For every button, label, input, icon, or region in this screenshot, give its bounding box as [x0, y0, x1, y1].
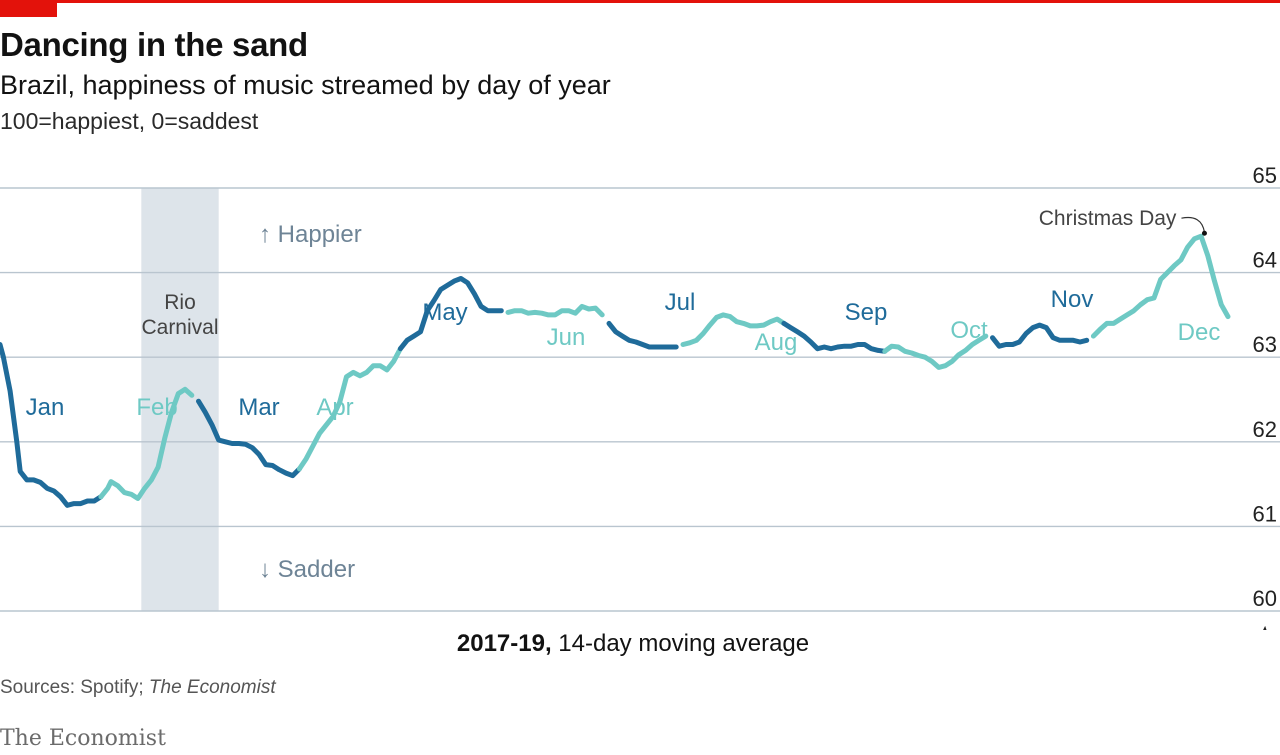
source-prefix: Sources: Spotify; — [0, 677, 149, 698]
month-label-aug: Aug — [755, 329, 798, 356]
line-segment-oct — [882, 333, 989, 370]
red-tab-logo-mark — [0, 0, 57, 17]
line-segment-mar — [196, 398, 302, 479]
source-note: Sources: Spotify; The Economist — [0, 677, 276, 699]
line-segment-jun — [505, 303, 605, 318]
source-italic: The Economist — [148, 677, 276, 698]
chart-caption: 2017-19, 14-day moving average — [0, 630, 1266, 658]
christmas-label: Christmas Day — [1039, 207, 1177, 230]
carnival-shaded-band — [141, 188, 219, 611]
happier-label: ↑ Happier — [259, 221, 362, 248]
month-label-jan: Jan — [26, 394, 65, 421]
line-segment-may — [397, 276, 504, 352]
line-segment-apr — [296, 346, 403, 472]
chart-title: Dancing in the sand — [0, 26, 308, 63]
y-tick-65: 65 — [1253, 163, 1277, 188]
sadder-label: ↓ Sadder — [259, 556, 355, 583]
month-label-jun: Jun — [547, 324, 586, 351]
christmas-leader-line — [1181, 216, 1206, 233]
y-tick-61: 61 — [1253, 501, 1277, 526]
line-segment-nov — [990, 322, 1090, 349]
y-tick-63: 63 — [1253, 332, 1277, 357]
month-label-dec: Dec — [1178, 319, 1221, 346]
month-label-nov: Nov — [1051, 286, 1094, 313]
month-label-mar: Mar — [238, 394, 279, 421]
top-red-rule — [0, 0, 1280, 3]
y-tick-62: 62 — [1253, 417, 1277, 442]
caption-years: 2017-19, — [456, 630, 552, 657]
brand-wordmark: The Economist — [0, 726, 166, 751]
y-tick-64: 64 — [1253, 248, 1277, 273]
line-segment-jan — [0, 342, 104, 508]
scale-note: 100=happiest, 0=saddest — [0, 108, 259, 134]
month-label-jul: Jul — [665, 289, 696, 316]
happiness-line-chart: Rio Carnival 60 61 62 63 64 65 ↑ Happier ↓ Sadd… — [0, 163, 1280, 630]
line-segment-dec — [1090, 233, 1231, 339]
month-label-sep: Sep — [845, 299, 888, 326]
caption-method: 14-day moving average — [551, 630, 810, 657]
y-tick-60: 60 — [1253, 586, 1277, 611]
line-segment-feb — [98, 386, 195, 501]
chart-subtitle: Brazil, happiness of music streamed by d… — [0, 70, 611, 100]
line-segment-sep — [781, 320, 888, 354]
christmas-marker — [1201, 230, 1207, 236]
carnival-label: Rio Carnival — [141, 291, 218, 339]
line-segment-aug — [680, 312, 787, 347]
line-segment-jul — [606, 320, 679, 350]
